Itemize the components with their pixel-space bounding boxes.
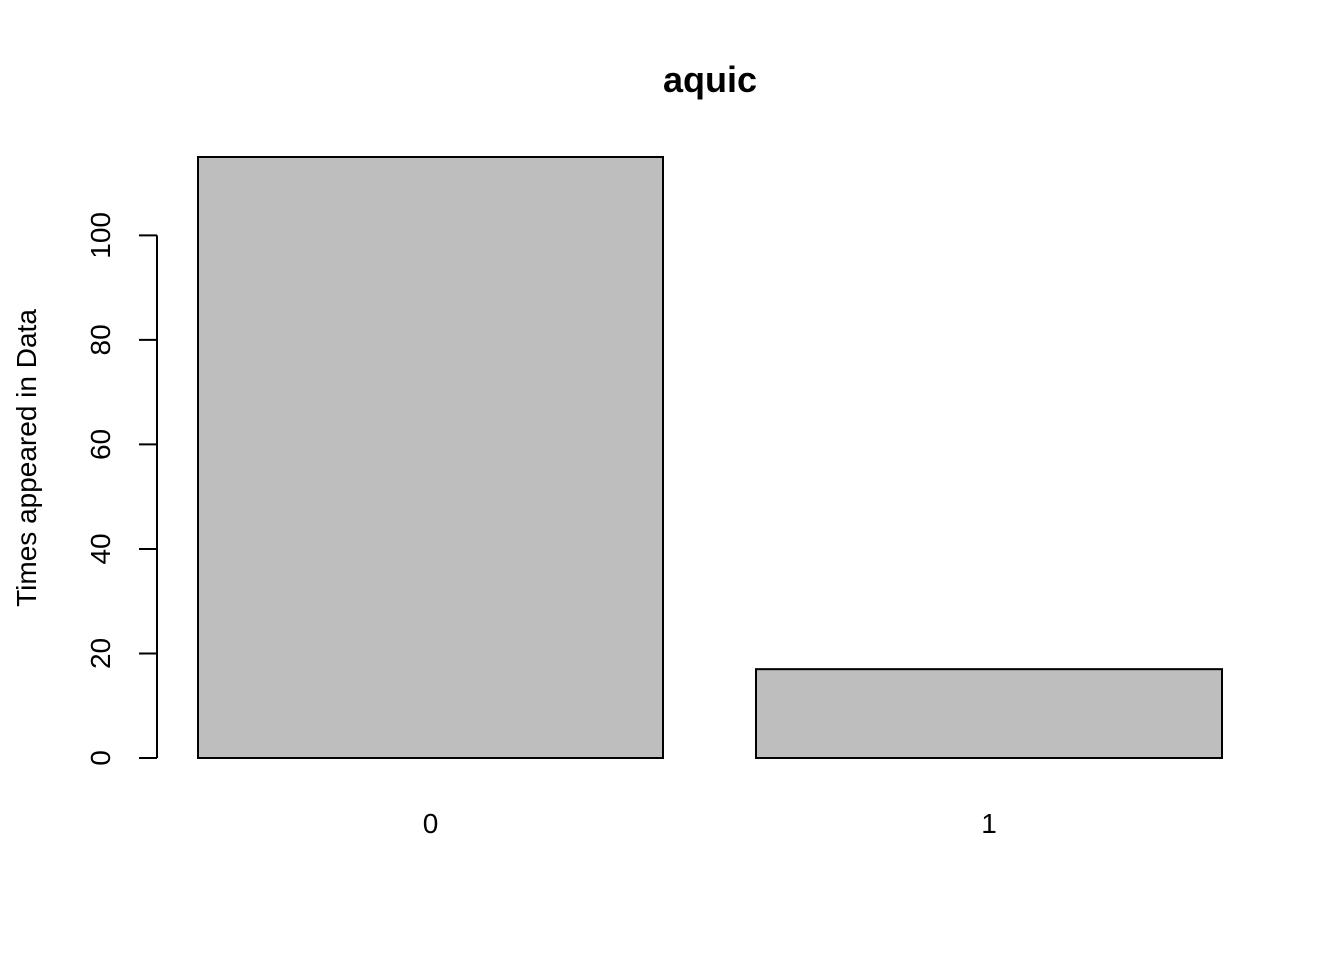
y-tick-label: 80 <box>85 324 116 355</box>
y-tick-label: 40 <box>85 533 116 564</box>
y-tick-label: 20 <box>85 638 116 669</box>
bars-group <box>197 156 1223 759</box>
x-category-label: 0 <box>423 808 439 839</box>
y-axis: 0 20 40 60 80 100 <box>85 212 158 766</box>
y-tick-label: 60 <box>85 429 116 460</box>
y-tick-label: 0 <box>85 750 116 766</box>
bar-1 <box>755 668 1223 759</box>
chart-title: aquic <box>663 59 757 100</box>
y-axis-title: Times appeared in Data <box>11 309 42 607</box>
y-tick-label: 100 <box>85 212 116 259</box>
bar-0 <box>197 156 664 759</box>
x-category-label: 1 <box>981 808 997 839</box>
